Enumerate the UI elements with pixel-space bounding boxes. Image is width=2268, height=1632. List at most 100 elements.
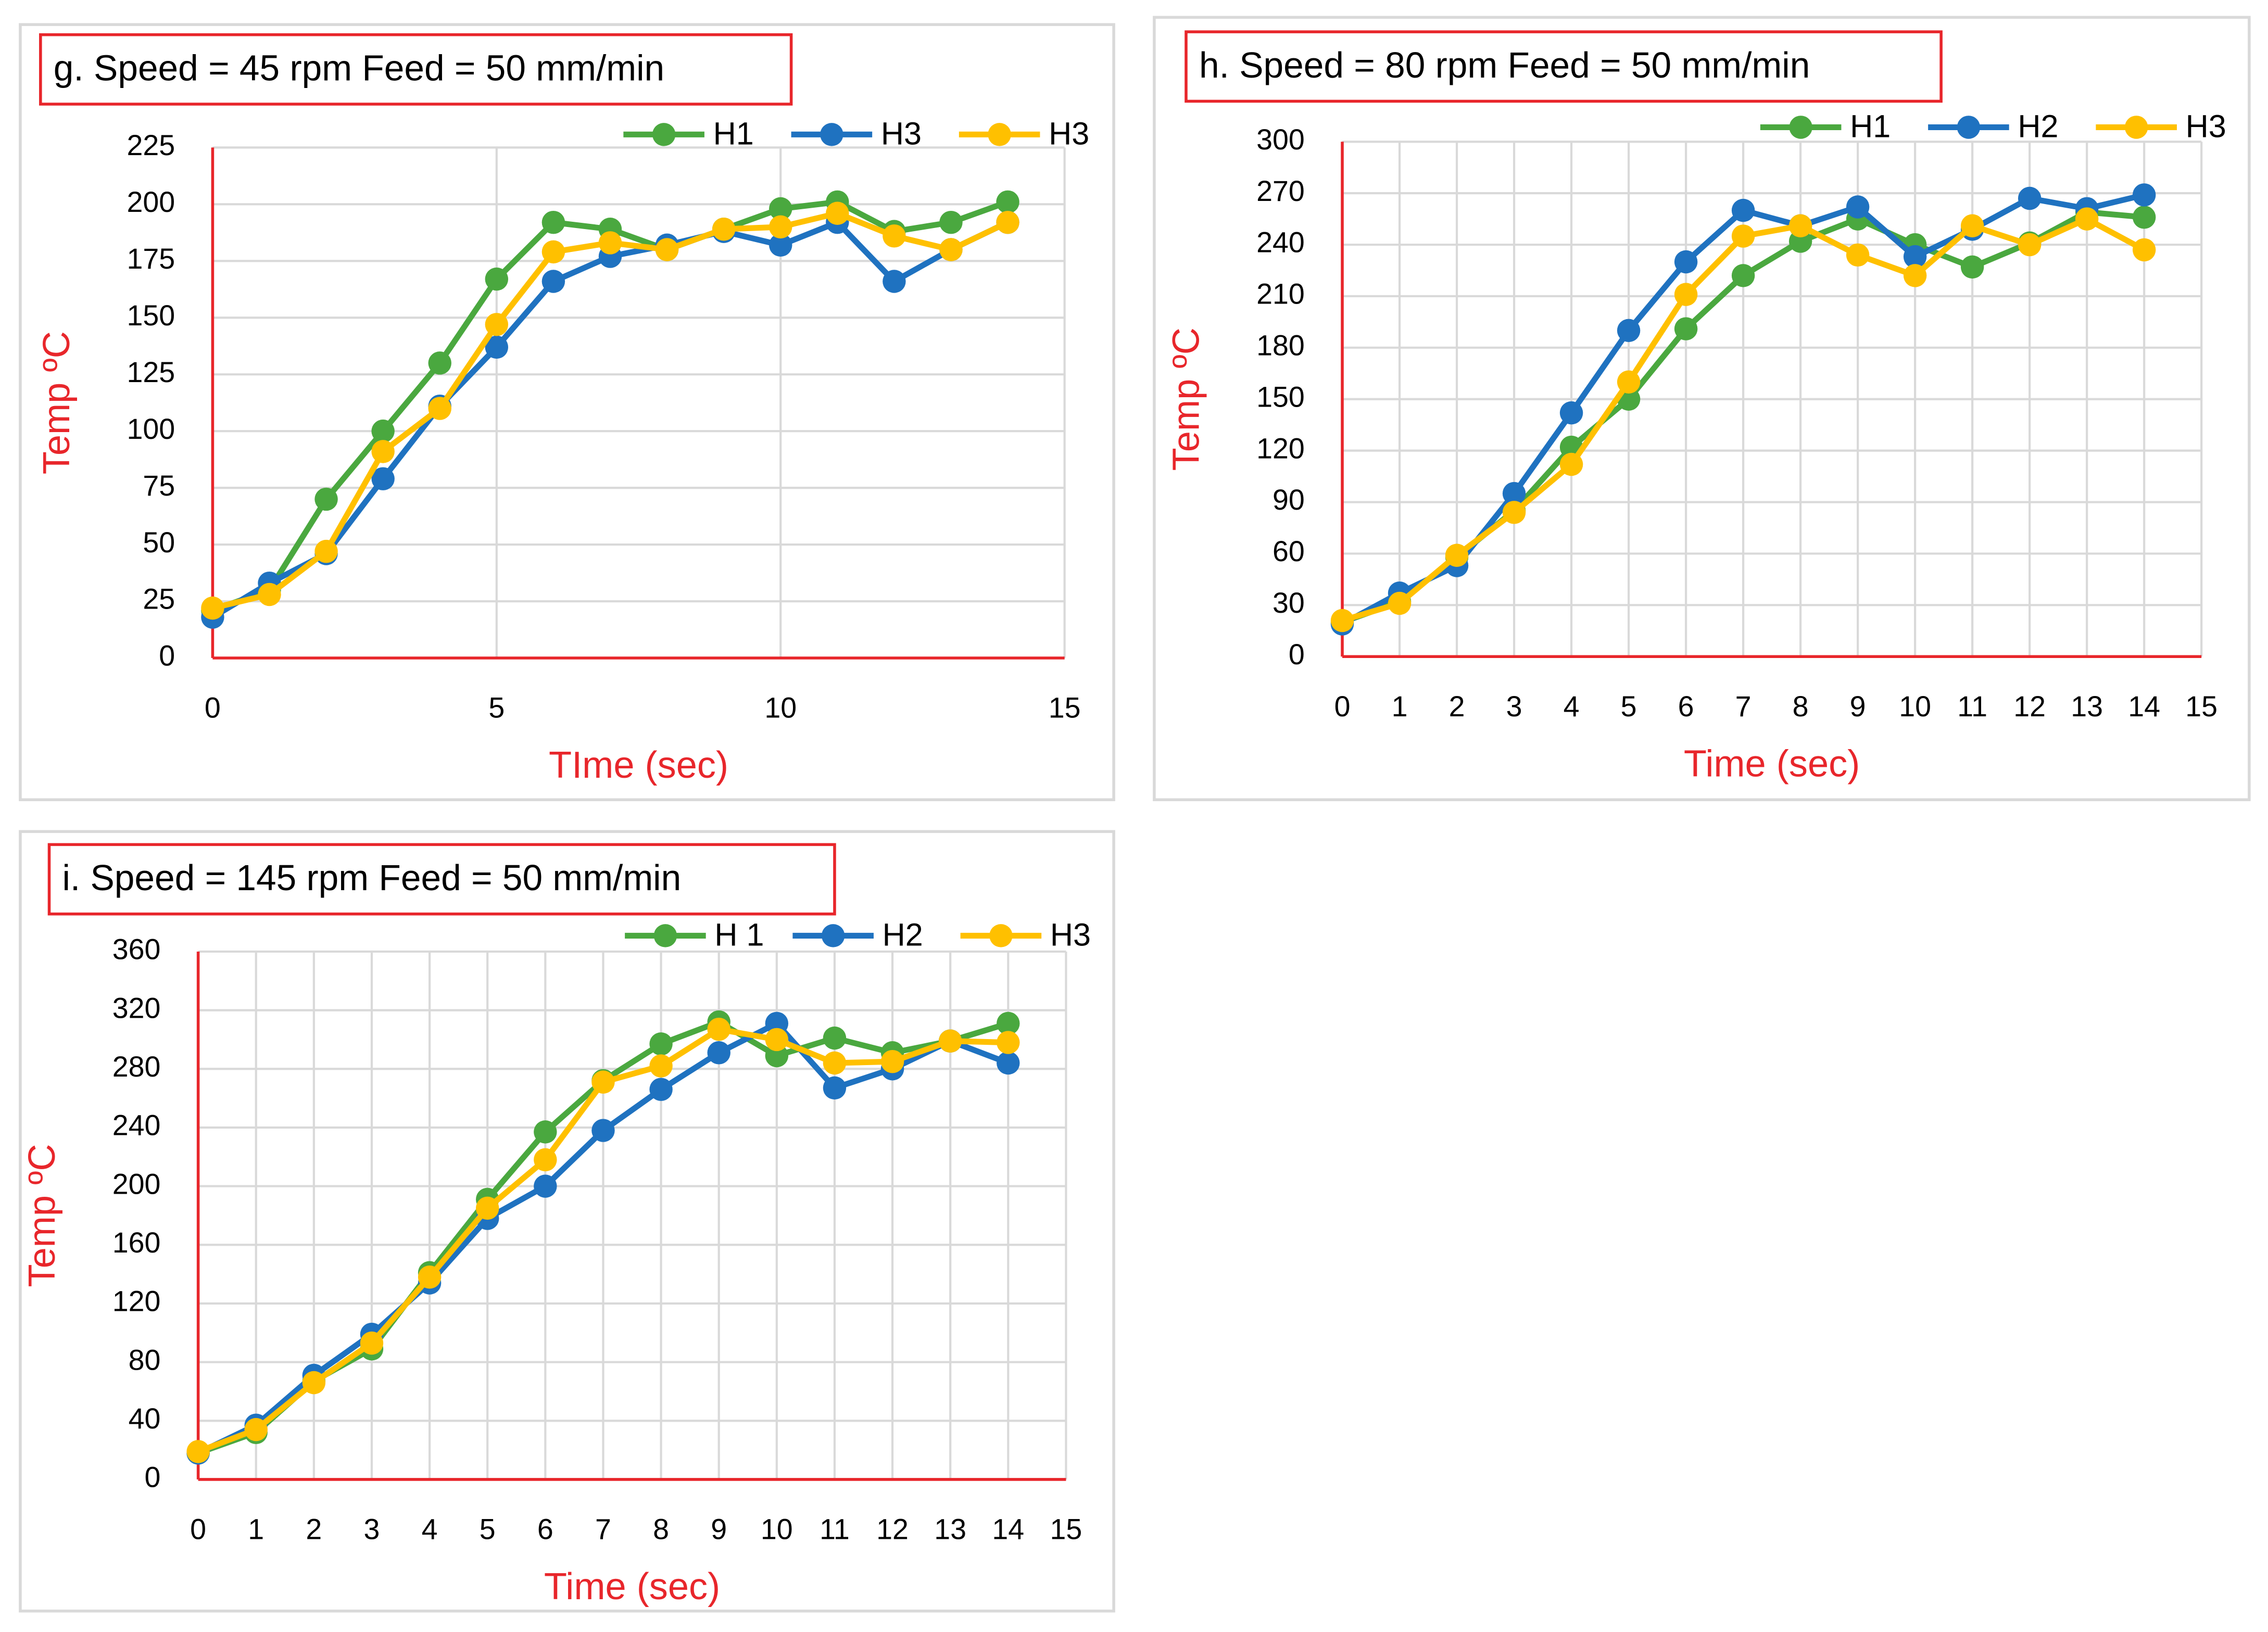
data-point [1960,255,1984,279]
data-point [475,1196,499,1220]
x-tick-label: 2 [306,1513,322,1546]
data-point [823,1051,847,1075]
data-point [1674,317,1698,340]
chart-panel: i. Speed = 145 rpm Feed = 50 mm/min04080… [19,830,1115,1613]
y-axis-label: Temp ºC [21,1144,63,1287]
x-tick-label: 11 [1957,690,1987,723]
data-point [823,1026,847,1050]
y-tick-label: 280 [112,1051,161,1083]
x-axis-label: Time (sec) [544,1566,720,1608]
x-tick-label: 3 [364,1513,380,1546]
data-point [1502,501,1526,524]
y-axis-label: Temp ºC [1166,327,1207,471]
legend-marker [988,123,1011,146]
data-point [1330,609,1354,632]
title-box [47,843,836,916]
x-tick-label: 4 [422,1513,438,1546]
x-tick-label: 13 [2071,690,2103,723]
data-point [1903,245,1927,269]
x-tick-label: 7 [595,1513,611,1546]
chart-panel: g. Speed = 45 rpm Feed = 50 mm/min025507… [19,23,1115,802]
y-tick-label: 120 [1256,432,1305,464]
y-tick-label: 160 [112,1226,161,1259]
data-point [883,270,906,293]
y-tick-label: 180 [1256,330,1305,362]
y-tick-label: 320 [112,992,161,1024]
x-tick-label: 10 [764,692,797,724]
data-point [1617,370,1641,394]
data-point [314,487,338,511]
y-tick-label: 240 [112,1109,161,1142]
x-tick-label: 5 [480,1513,496,1546]
data-point [769,215,792,239]
data-point [371,440,395,463]
y-tick-label: 125 [127,356,175,388]
data-point [996,210,1019,234]
data-point [938,1029,962,1053]
y-tick-label: 80 [129,1344,161,1376]
data-point [428,351,451,375]
data-point [1731,198,1755,222]
x-axis-label: Time (sec) [1684,743,1860,785]
data-point [534,1174,557,1198]
y-tick-label: 150 [1256,381,1305,413]
chart-panel: h. Speed = 80 rpm Feed = 50 mm/min030609… [1153,16,2251,802]
x-tick-label: 4 [1564,690,1580,723]
data-point [649,1032,673,1056]
data-point [428,397,451,420]
y-tick-label: 0 [1289,638,1305,670]
x-tick-label: 9 [711,1513,727,1546]
x-tick-label: 6 [1678,690,1694,723]
y-tick-label: 300 [1256,123,1305,156]
title-box [1185,30,1943,103]
data-point [1960,214,1984,238]
data-point [826,201,849,225]
data-point [598,231,622,255]
x-tick-label: 8 [1793,690,1809,723]
data-point [258,583,281,606]
data-point [2132,238,2156,262]
x-tick-label: 11 [820,1513,850,1546]
data-point [541,210,565,234]
data-point [314,539,338,563]
data-point [1674,283,1698,306]
data-point [591,1119,615,1142]
legend-marker [820,123,843,146]
data-point [201,596,224,620]
chart-title: g. Speed = 45 rpm Feed = 50 mm/min [54,47,664,88]
y-tick-label: 240 [1256,226,1305,259]
y-tick-label: 360 [112,933,161,966]
data-point [2018,186,2042,210]
data-point [591,1070,615,1094]
data-point [1502,482,1526,505]
data-point [534,1120,557,1144]
data-point [649,1078,673,1101]
x-tick-label: 9 [1850,690,1866,723]
x-tick-label: 10 [761,1513,793,1546]
x-tick-label: 0 [205,692,221,724]
data-point [769,233,792,257]
data-point [997,1031,1020,1054]
y-tick-label: 200 [127,186,175,218]
legend-label: H3 [1050,917,1091,952]
panel-frame [19,23,1115,802]
x-tick-label: 2 [1449,690,1465,723]
data-point [655,238,679,261]
data-point [1674,250,1698,274]
legend-marker [821,924,845,947]
x-tick-label: 8 [653,1513,669,1546]
x-tick-label: 6 [537,1513,553,1546]
legend-label: H 1 [714,917,764,952]
data-point [186,1440,210,1463]
y-tick-label: 75 [143,470,175,502]
title-box [39,33,793,106]
data-point [541,240,565,264]
data-point [997,1051,1020,1075]
y-tick-label: 175 [127,243,175,275]
data-point [2018,233,2042,257]
legend-label: H2 [883,917,923,952]
x-tick-label: 7 [1735,690,1752,723]
data-point [2132,206,2156,229]
data-point [765,1028,789,1052]
data-point [371,467,395,490]
